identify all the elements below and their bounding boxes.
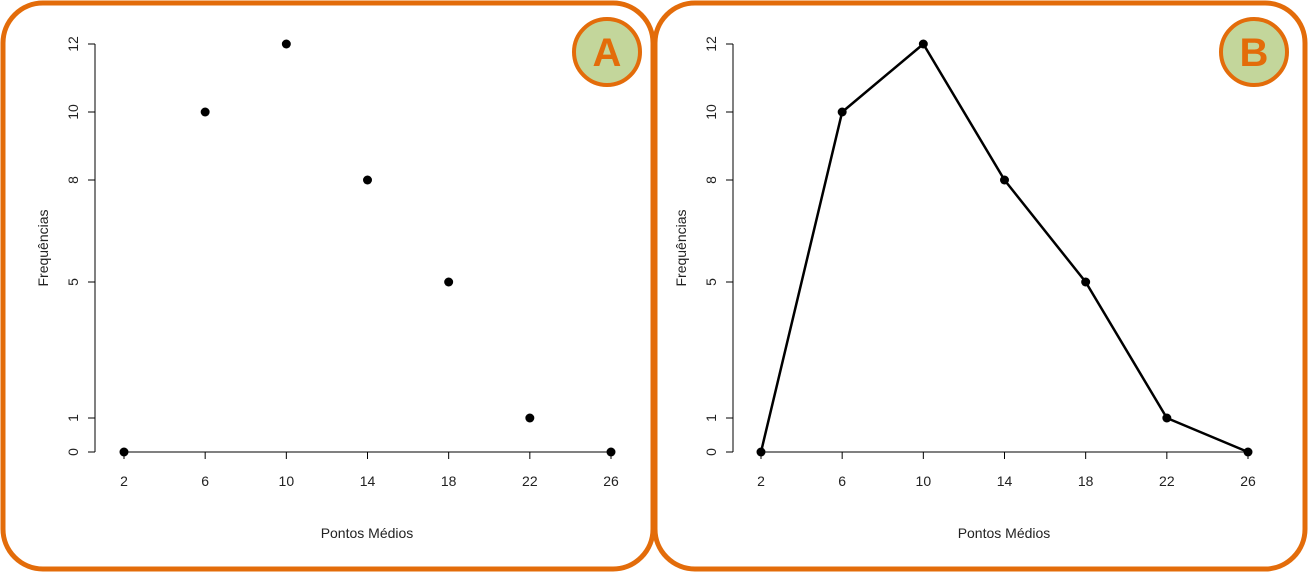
data-point [363, 175, 372, 185]
data-point [1000, 175, 1009, 185]
data-point [1243, 447, 1253, 457]
y-tick-label: 5 [703, 278, 719, 286]
data-point [200, 107, 210, 117]
x-tick-label: 14 [360, 473, 376, 489]
data-point [525, 413, 535, 423]
x-tick-label: 18 [441, 473, 457, 489]
y-tick-label: 10 [703, 104, 719, 120]
x-axis-label: Pontos Médios [958, 525, 1051, 541]
x-tick-label: 6 [201, 473, 209, 489]
x-tick-label: 22 [1159, 473, 1175, 489]
x-tick-label: 10 [279, 473, 295, 489]
x-tick-label: 26 [1240, 473, 1256, 489]
y-tick-label: 12 [703, 36, 719, 52]
x-tick-label: 26 [603, 473, 619, 489]
x-tick-label: 2 [120, 473, 128, 489]
data-point [606, 447, 616, 457]
x-axis-label: Pontos Médios [321, 525, 414, 541]
y-axis-label: Frequências [35, 209, 51, 286]
x-tick-label: 14 [997, 473, 1013, 489]
y-tick-label: 8 [703, 176, 719, 184]
badge-a: A [572, 17, 642, 87]
y-tick-label: 1 [703, 414, 719, 422]
data-point [837, 107, 847, 117]
y-tick-label: 12 [65, 36, 81, 52]
x-tick-label: 22 [522, 473, 538, 489]
badge-b: B [1219, 17, 1289, 87]
panel-b-frame [652, 0, 1308, 572]
y-axis-label: Frequências [673, 209, 689, 286]
y-tick-label: 5 [65, 278, 81, 286]
data-point [281, 39, 291, 49]
data-point [444, 277, 454, 287]
x-tick-label: 10 [916, 473, 932, 489]
badge-a-text: A [593, 31, 622, 75]
data-point [756, 447, 766, 457]
data-point [1162, 413, 1172, 423]
badge-b-text: B [1240, 31, 1269, 75]
x-tick-label: 2 [757, 473, 765, 489]
panel-a-frame [0, 0, 656, 572]
y-tick-label: 1 [65, 414, 81, 422]
series-line [759, 42, 1249, 454]
x-tick-label: 18 [1078, 473, 1094, 489]
data-point [918, 39, 928, 49]
y-tick-label: 0 [703, 448, 719, 456]
y-tick-label: 8 [65, 176, 81, 184]
y-tick-label: 10 [65, 104, 81, 120]
data-point [1081, 277, 1091, 287]
y-tick-label: 0 [65, 448, 81, 456]
data-point [119, 447, 129, 457]
x-tick-label: 6 [838, 473, 846, 489]
